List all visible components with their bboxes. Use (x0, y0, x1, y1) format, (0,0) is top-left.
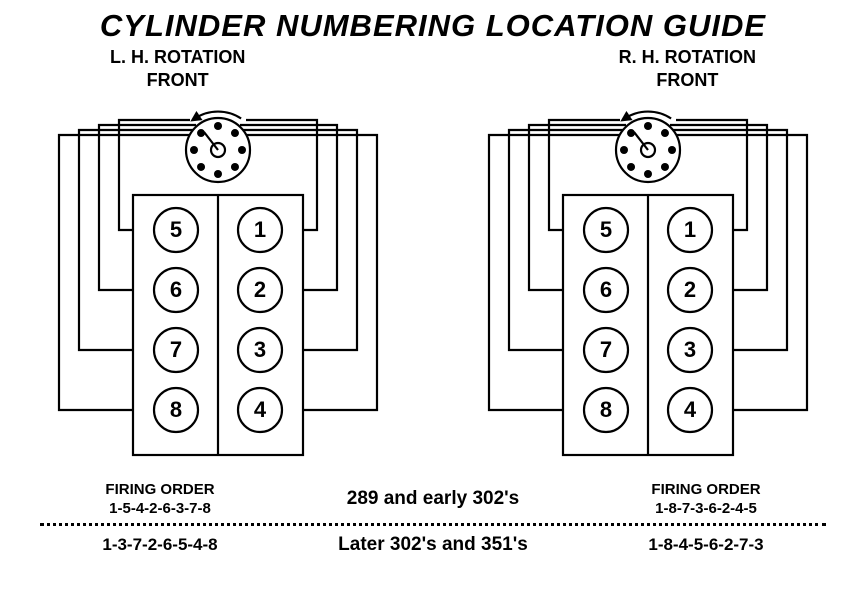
svg-text:2: 2 (254, 277, 266, 302)
right-diagram-panel: 5 6 7 8 1 2 3 4 (448, 95, 848, 475)
svg-text:1: 1 (254, 217, 266, 242)
divider-line (40, 523, 826, 526)
svg-text:2: 2 (684, 277, 696, 302)
page-title: CYLINDER NUMBERING LOCATION GUIDE (0, 8, 866, 44)
svg-text:3: 3 (254, 337, 266, 362)
svg-text:5: 5 (170, 217, 182, 242)
left-heading: L. H. ROTATION FRONT (110, 46, 245, 91)
right-firing-seq-bottom: 1-8-4-5-6-2-7-3 (586, 535, 826, 555)
svg-text:6: 6 (170, 277, 182, 302)
svg-text:8: 8 (170, 397, 182, 422)
svg-text:8: 8 (600, 397, 612, 422)
left-firing-block: FIRING ORDER 1-5-4-2-6-3-7-8 (40, 481, 280, 517)
firing-order-area: FIRING ORDER 1-5-4-2-6-3-7-8 289 and ear… (0, 481, 866, 556)
svg-text:1: 1 (684, 217, 696, 242)
svg-text:7: 7 (170, 337, 182, 362)
svg-text:4: 4 (684, 397, 697, 422)
left-heading-line1: L. H. ROTATION (110, 47, 245, 67)
left-firing-seq-top: 1-5-4-2-6-3-7-8 (40, 500, 280, 517)
left-firing-seq-bottom: 1-3-7-2-6-5-4-8 (40, 535, 280, 555)
model-top: 289 and early 302's (280, 488, 586, 510)
left-heading-line2: FRONT (147, 70, 209, 90)
svg-text:6: 6 (600, 277, 612, 302)
right-heading-line2: FRONT (656, 70, 718, 90)
model-bottom: Later 302's and 351's (280, 534, 586, 556)
svg-text:7: 7 (600, 337, 612, 362)
svg-text:3: 3 (684, 337, 696, 362)
left-diagram-svg: 5 6 7 8 1 2 3 4 (18, 95, 418, 475)
left-firing-label: FIRING ORDER (40, 481, 280, 498)
svg-text:5: 5 (600, 217, 612, 242)
right-heading-line1: R. H. ROTATION (619, 47, 756, 67)
right-firing-block: FIRING ORDER 1-8-7-3-6-2-4-5 (586, 481, 826, 517)
right-diagram-svg: 5 6 7 8 1 2 3 4 (448, 95, 848, 475)
right-firing-seq-top: 1-8-7-3-6-2-4-5 (586, 500, 826, 517)
left-diagram-panel: 5 6 7 8 1 2 3 4 (18, 95, 418, 475)
svg-text:4: 4 (254, 397, 267, 422)
right-firing-label: FIRING ORDER (586, 481, 826, 498)
right-heading: R. H. ROTATION FRONT (619, 46, 756, 91)
